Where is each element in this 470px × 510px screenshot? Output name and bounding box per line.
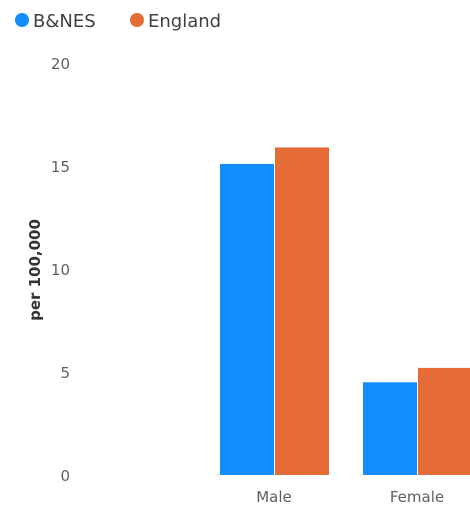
x-tick-label-female: Female — [390, 488, 444, 506]
legend-swatch-bnes — [15, 13, 29, 27]
x-axis-labels: Male Female — [256, 488, 444, 506]
y-axis-ticks: 0 5 10 15 20 — [51, 55, 70, 485]
legend-label-england: England — [148, 11, 221, 32]
y-tick-label: 0 — [60, 467, 70, 485]
legend: B&NES England — [15, 11, 221, 32]
y-tick-label: 5 — [60, 364, 70, 382]
legend-item-england[interactable]: England — [130, 11, 221, 32]
bars — [220, 147, 470, 475]
y-tick-label: 20 — [51, 55, 70, 73]
bar-bnes-male[interactable] — [220, 163, 274, 475]
x-tick-label-male: Male — [256, 488, 292, 506]
y-tick-label: 10 — [51, 261, 70, 279]
legend-item-bnes[interactable]: B&NES — [15, 11, 96, 32]
bar-england-female[interactable] — [418, 367, 470, 475]
legend-swatch-england — [130, 13, 144, 27]
y-tick-label: 15 — [51, 158, 70, 176]
y-axis-title: per 100,000 — [26, 219, 44, 321]
legend-label-bnes: B&NES — [33, 11, 96, 32]
bar-england-male[interactable] — [275, 147, 329, 475]
bar-bnes-female[interactable] — [363, 382, 417, 475]
